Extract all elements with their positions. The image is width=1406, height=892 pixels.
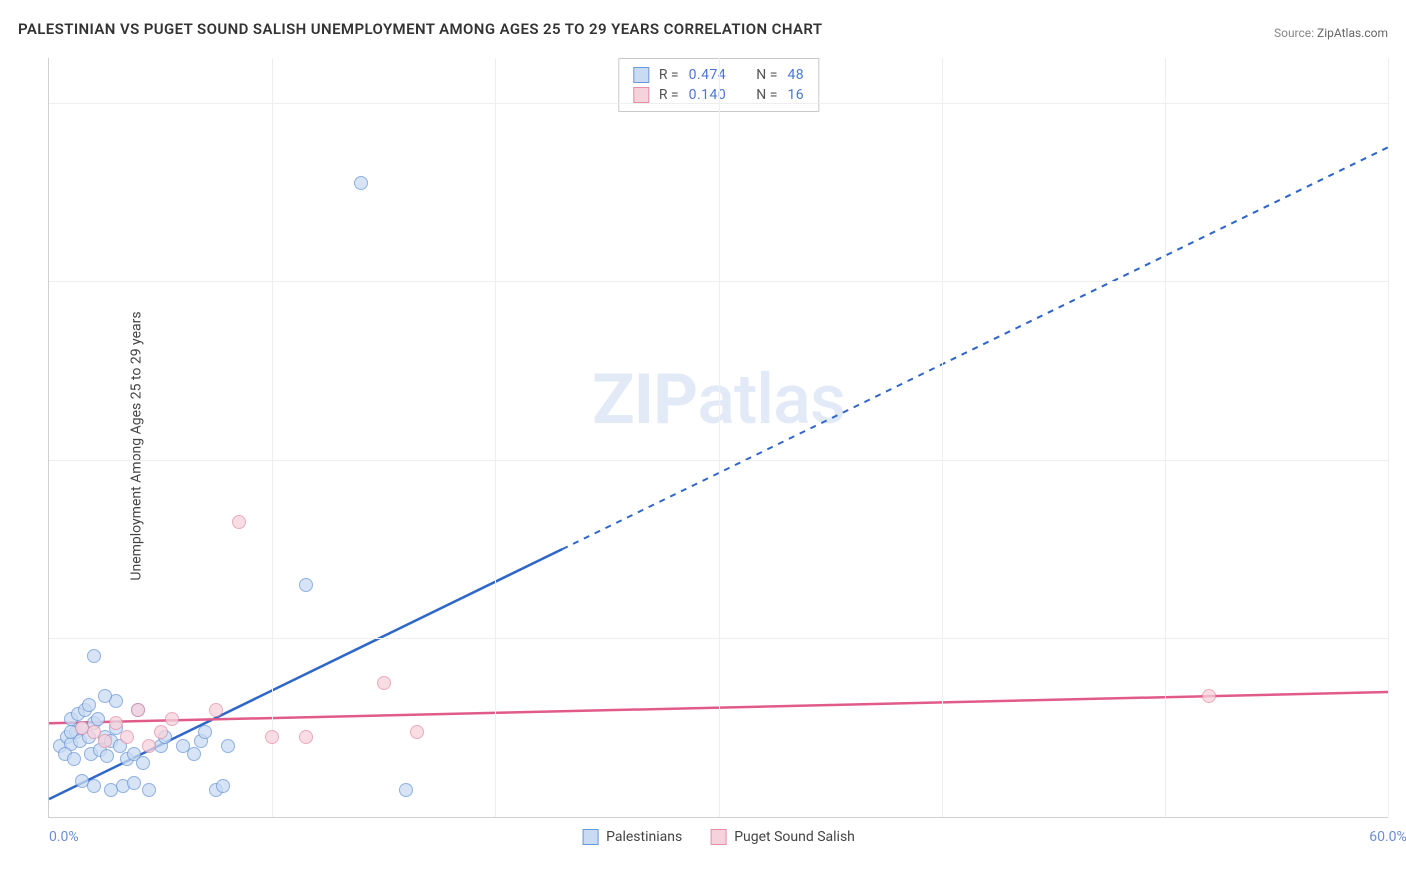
data-point (120, 730, 134, 744)
watermark-zip: ZIP (592, 359, 697, 441)
data-point (67, 752, 81, 766)
series-legend: Palestinians Puget Sound Salish (582, 829, 855, 845)
data-point (136, 756, 150, 770)
r-label: R = (659, 67, 679, 83)
data-point (410, 725, 424, 739)
data-point (98, 689, 112, 703)
data-point (216, 779, 230, 793)
data-point (399, 783, 413, 797)
scatter-plot-area: ZIPatlas R = 0.474 N = 48 R = 0.140 N = … (48, 58, 1388, 818)
chart-title: PALESTINIAN VS PUGET SOUND SALISH UNEMPL… (18, 20, 822, 38)
source-label: Source: (1274, 26, 1314, 40)
gridline-horizontal (49, 638, 1388, 639)
data-point (87, 649, 101, 663)
data-point (1202, 689, 1216, 703)
x-tick-label: 0.0% (49, 829, 79, 845)
swatch-puget (710, 829, 726, 845)
data-point (82, 698, 96, 712)
data-point (299, 578, 313, 592)
data-point (91, 712, 105, 726)
gridline-vertical (272, 58, 273, 817)
n-value-palestinians: 48 (787, 67, 804, 83)
data-point (221, 739, 235, 753)
source-attribution: Source: ZipAtlas.com (1274, 26, 1388, 40)
y-tick-label: 20.0% (1396, 630, 1406, 646)
gridline-vertical (719, 58, 720, 817)
data-point (109, 716, 123, 730)
r-label: R = (659, 87, 679, 103)
gridline-horizontal (49, 460, 1388, 461)
data-point (142, 739, 156, 753)
y-tick-label: 60.0% (1396, 273, 1406, 289)
data-point (165, 712, 179, 726)
data-point (98, 734, 112, 748)
data-point (87, 779, 101, 793)
data-point (232, 515, 246, 529)
data-point (198, 725, 212, 739)
data-point (187, 747, 201, 761)
r-value-puget: 0.140 (689, 87, 727, 103)
swatch-puget (633, 87, 649, 103)
gridline-vertical (495, 58, 496, 817)
regression-line-dashed (562, 147, 1388, 549)
data-point (354, 176, 368, 190)
gridline-vertical (1388, 58, 1389, 817)
gridline-horizontal (49, 281, 1388, 282)
data-point (131, 703, 145, 717)
gridline-vertical (942, 58, 943, 817)
data-point (142, 783, 156, 797)
y-tick-label: 40.0% (1396, 452, 1406, 468)
swatch-palestinians (633, 67, 649, 83)
r-value-palestinians: 0.474 (689, 67, 727, 83)
n-label: N = (756, 87, 777, 103)
swatch-palestinians (582, 829, 598, 845)
gridline-horizontal (49, 103, 1388, 104)
data-point (377, 676, 391, 690)
series-name-palestinians: Palestinians (606, 829, 682, 845)
x-tick-label: 60.0% (1369, 829, 1406, 845)
data-point (265, 730, 279, 744)
gridline-vertical (1165, 58, 1166, 817)
n-value-puget: 16 (787, 87, 804, 103)
data-point (127, 776, 141, 790)
data-point (154, 725, 168, 739)
data-point (299, 730, 313, 744)
n-label: N = (756, 67, 777, 83)
data-point (209, 703, 223, 717)
data-point (100, 749, 114, 763)
series-name-puget: Puget Sound Salish (734, 829, 855, 845)
y-tick-label: 80.0% (1396, 95, 1406, 111)
legend-item-palestinians: Palestinians (582, 829, 682, 845)
legend-item-puget: Puget Sound Salish (710, 829, 855, 845)
source-value: ZipAtlas.com (1317, 26, 1388, 40)
